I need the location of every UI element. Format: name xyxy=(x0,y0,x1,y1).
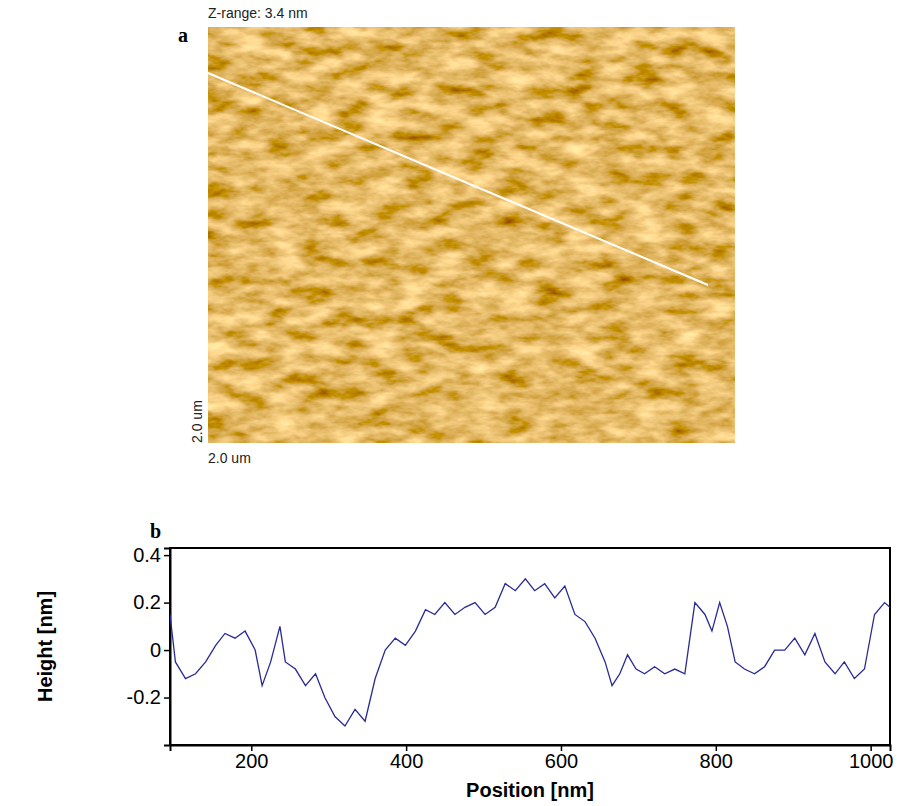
x-axis: 200 400 600 800 1000 xyxy=(171,745,894,772)
tick-label: 0.4 xyxy=(133,544,161,566)
panel-label: b xyxy=(150,520,161,542)
tick-label: 0.2 xyxy=(133,591,161,613)
tick-label: 800 xyxy=(700,750,733,772)
tick-label: 0 xyxy=(150,639,161,661)
axis-line xyxy=(171,746,891,752)
tick-label: 200 xyxy=(235,750,268,772)
plot-area xyxy=(170,579,890,726)
tick: 600 xyxy=(545,745,578,772)
tick: 400 xyxy=(390,745,423,772)
afm-image xyxy=(208,27,735,443)
panel-label: a xyxy=(178,24,188,46)
tick-label: -0.2 xyxy=(127,686,161,708)
figure: Z-range: 3.4 nm a 2.0 um2.0 um 200 400 600 800… xyxy=(0,0,901,806)
tick-label: 400 xyxy=(390,750,423,772)
tick-label: 1000 xyxy=(849,750,894,772)
x-axis-title: Position [nm] xyxy=(466,779,594,801)
image-title: Z-range: 3.4 nm xyxy=(208,5,308,21)
tick-label: 600 xyxy=(545,750,578,772)
tick: 0.4 xyxy=(133,544,170,566)
tick: -0.2 xyxy=(127,686,170,708)
tick: 0 xyxy=(150,639,170,661)
image-base xyxy=(208,27,735,443)
profile xyxy=(170,579,890,726)
profile-line xyxy=(208,73,708,285)
y-axis: -0.2 0 0.2 0.4 xyxy=(127,544,171,745)
plot-frame xyxy=(170,548,890,745)
tick: 800 xyxy=(700,745,733,772)
y-axis-title: Height [nm] xyxy=(34,591,56,702)
tick: 1000 xyxy=(849,745,894,772)
tick: 0.2 xyxy=(133,591,170,613)
y-scale-label: 2.0 um xyxy=(189,400,205,443)
x-scale-label: 2.0 um xyxy=(208,450,251,466)
tick: 200 xyxy=(235,745,268,772)
